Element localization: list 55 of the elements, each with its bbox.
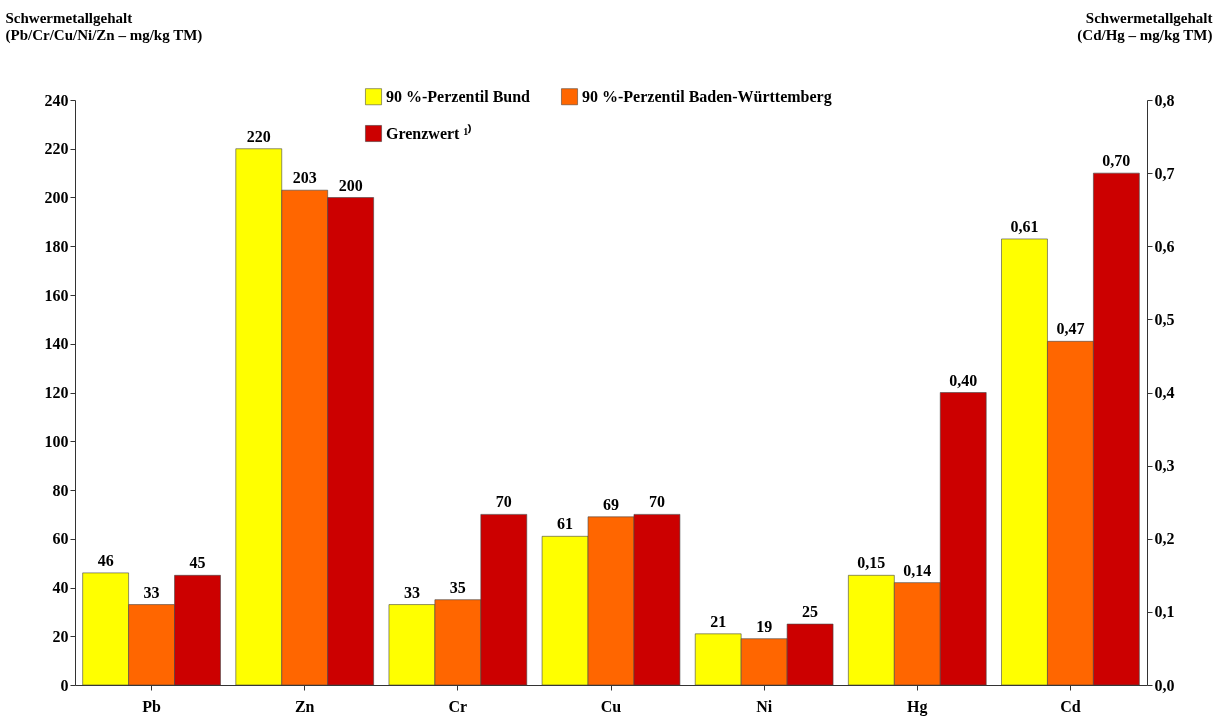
y-axis-title: Schwermetallgehalt (Pb/Cr/Cu/Ni/Zn – mg/kg TM) [5,9,203,44]
data-label: 45 [189,554,206,572]
x-tick-label: Cr [448,697,468,715]
data-label: 19 [756,617,773,635]
y2-axis-title: Schwermetallgehalt (Cd/Hg – mg/kg TM) [1077,9,1213,44]
data-label: 46 [97,551,114,569]
y2-tick-label: 0,4 [1154,384,1175,401]
y2-tick-label: 0,1 [1154,603,1175,621]
y2-tick-label: 0,0 [1154,676,1175,694]
y-tick-label: 100 [44,432,69,450]
data-label: 61 [557,515,574,533]
y2-tick-label: 0,5 [1154,310,1175,328]
data-label: 33 [143,583,160,601]
y2-tick-label: 0,3 [1154,457,1175,475]
x-tick-label: Cu [600,697,622,715]
y-tick-label: 160 [44,286,69,304]
data-label: 70 [648,493,665,511]
y-tick-label: 180 [44,237,69,255]
data-label: 200 [338,176,363,194]
data-label: 35 [449,578,466,596]
legend-label: 90 %-Perzentil Bund [386,87,531,105]
data-label: 220 [246,127,271,145]
data-label: 0,47 [1056,320,1085,338]
x-tick-label: Pb [142,697,162,715]
y-tick-label: 0 [60,676,69,694]
y2-tick-label: 0,8 [1154,91,1175,109]
y-tick-label: 40 [52,579,69,596]
data-label: 0,40 [949,371,978,389]
y-tick-label: 60 [52,530,69,548]
y2-tick-label: 0,2 [1154,530,1175,548]
x-tick-label: Cd [1060,697,1081,715]
y2-tick-label: 0,7 [1154,164,1175,182]
x-tick-label: Ni [756,697,773,715]
data-label: 33 [403,583,420,601]
y-tick-label: 240 [44,91,69,109]
y-tick-label: 220 [44,140,69,158]
y-tick-label: 120 [44,384,69,401]
data-label: 70 [495,493,512,511]
data-label: 69 [603,495,619,513]
y-tick-label: 20 [52,627,69,645]
data-label: 203 [292,169,317,187]
legend-label: 90 %-Perzentil Baden-Württemberg [582,87,832,106]
x-tick-label: Hg [907,697,928,716]
data-label: 21 [710,612,727,630]
data-label: 0,70 [1102,152,1131,170]
legend-label: Grenzwert ¹⁾ [386,123,473,142]
x-tick-label: Zn [294,697,315,715]
data-label: 25 [802,603,819,621]
data-label: 0,14 [903,561,932,579]
y-tick-label: 80 [52,481,69,499]
data-label: 0,15 [857,554,886,572]
y-tick-label: 200 [44,189,69,206]
y2-tick-label: 0,6 [1154,237,1175,255]
y-tick-label: 140 [44,335,69,353]
data-label: 0,61 [1010,217,1039,235]
